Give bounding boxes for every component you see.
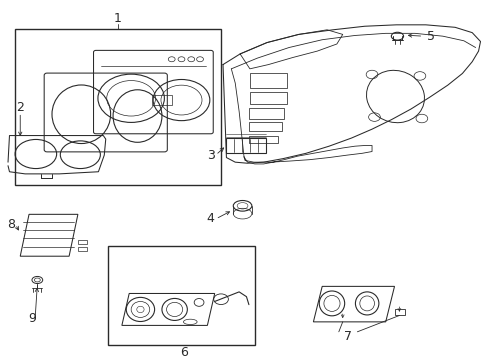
Bar bbox=[250, 92, 287, 104]
Bar bbox=[250, 73, 287, 87]
Bar bbox=[78, 239, 87, 244]
Bar bbox=[152, 95, 171, 105]
Text: 6: 6 bbox=[180, 346, 188, 359]
Bar bbox=[15, 29, 221, 185]
Text: 7: 7 bbox=[343, 329, 352, 343]
Bar bbox=[249, 108, 284, 118]
Bar bbox=[249, 136, 278, 143]
Text: 4: 4 bbox=[207, 212, 215, 225]
Bar bbox=[249, 122, 282, 131]
Text: 2: 2 bbox=[16, 101, 24, 114]
Bar bbox=[394, 309, 405, 315]
Text: 8: 8 bbox=[7, 218, 16, 231]
Text: 1: 1 bbox=[114, 12, 122, 25]
Text: 5: 5 bbox=[427, 30, 435, 43]
Text: 3: 3 bbox=[207, 149, 215, 162]
Bar bbox=[226, 138, 267, 153]
Bar bbox=[78, 247, 87, 251]
Text: 9: 9 bbox=[28, 312, 36, 325]
Bar bbox=[108, 246, 255, 345]
